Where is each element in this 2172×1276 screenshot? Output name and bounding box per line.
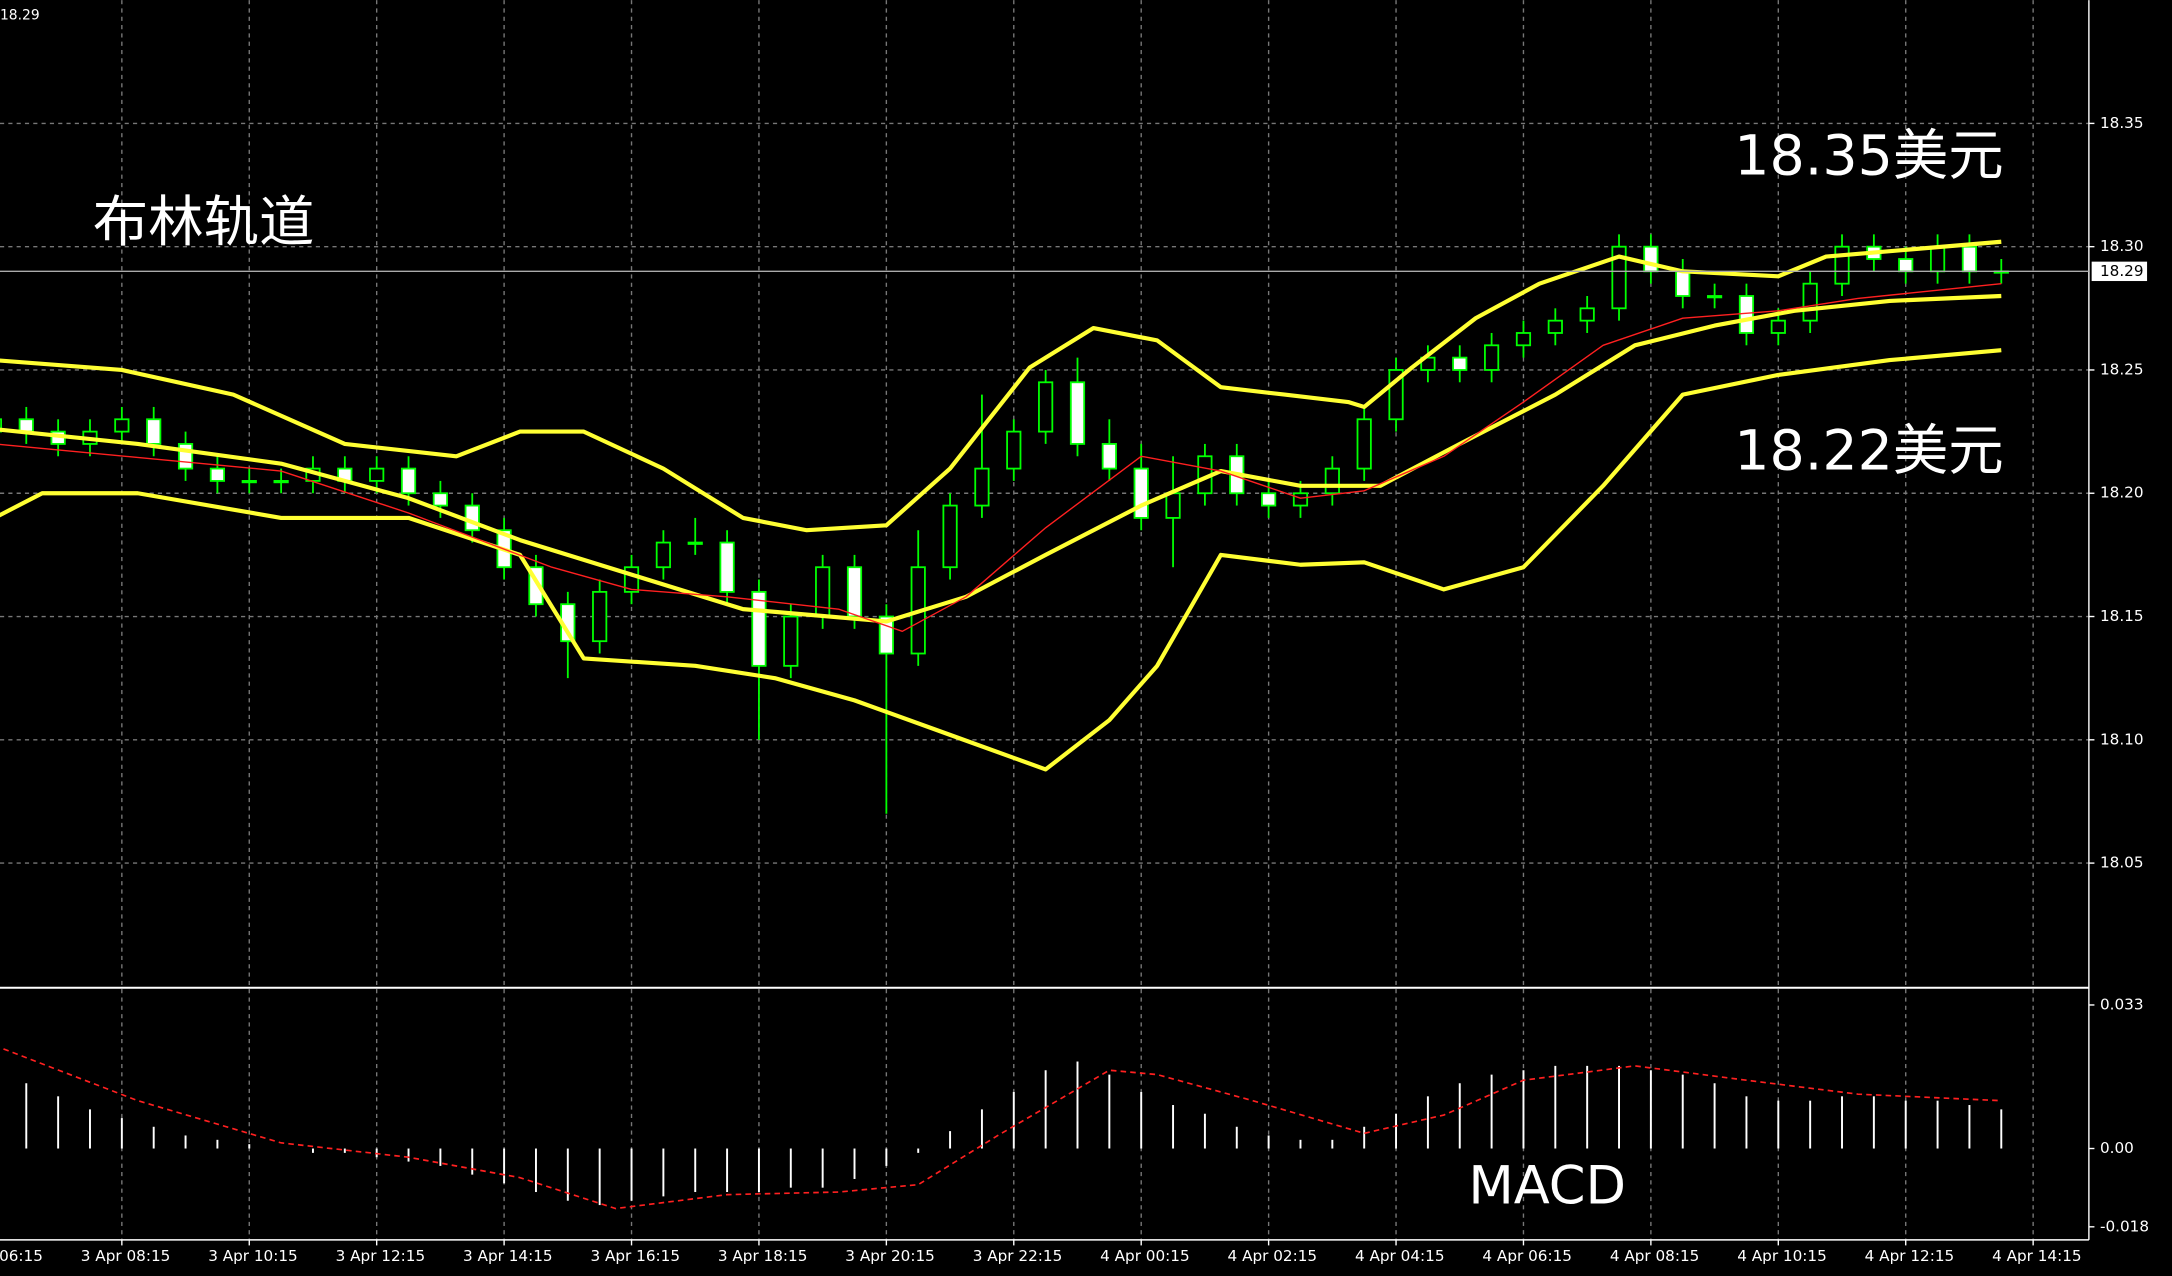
candle-body (1929, 245, 1946, 273)
candle-body (1834, 245, 1850, 285)
candle-body (1547, 319, 1563, 334)
y-tick-label: 0.00 (2100, 1139, 2134, 1157)
candle-body (592, 590, 608, 643)
x-tick-label: 4 Apr 06:15 (1482, 1247, 1572, 1265)
candle-body (1165, 492, 1181, 519)
candle-body (1101, 443, 1117, 470)
candle-body (177, 443, 194, 470)
y-tick-label: 0.033 (2100, 995, 2144, 1013)
x-tick-label: 4 Apr 04:15 (1355, 1247, 1445, 1265)
x-tick-label: 4 Apr 10:15 (1737, 1247, 1827, 1265)
y-tick-label: 18.15 (2100, 607, 2144, 625)
y-tick-label: 18.10 (2100, 730, 2144, 748)
x-tick-label: 3 Apr 20:15 (845, 1247, 935, 1265)
candle-body (0, 418, 3, 433)
candle-body (687, 541, 703, 545)
candle-body (1898, 258, 1914, 273)
candle-body (114, 418, 130, 433)
y-tick-label: 18.30 (2100, 237, 2144, 255)
candle-body (146, 418, 162, 445)
y-tick-label: 18.05 (2100, 854, 2144, 872)
y-tick-label: 18.35 (2100, 114, 2144, 132)
y-tick-label: 18.25 (2100, 360, 2144, 378)
x-tick-label: 3 Apr 22:15 (973, 1247, 1063, 1265)
indicator-line (0, 239, 2002, 533)
y-tick-label: 18.20 (2100, 484, 2144, 502)
x-tick-label: 3 Apr 12:15 (336, 1247, 426, 1265)
candle-body (1675, 270, 1691, 297)
candle-body (1802, 282, 1818, 322)
candle-body (1770, 319, 1786, 334)
candle-body (974, 467, 990, 507)
candle-body (1006, 430, 1022, 470)
signal-line (0, 1046, 2002, 1210)
candle-body (1643, 245, 1659, 273)
candle-body (369, 467, 385, 482)
candle-body (846, 566, 863, 618)
candle-body (878, 615, 894, 655)
candle-body (815, 566, 831, 618)
x-tick-label: 4 Apr 02:15 (1228, 1247, 1318, 1265)
last-price-corner: 18.29 (0, 7, 40, 23)
x-tick-label: 3 Apr 18:15 (718, 1247, 808, 1265)
candle-body (783, 615, 799, 667)
candle-body (942, 504, 958, 569)
candle-body (1452, 356, 1468, 371)
x-tick-label: 3 Apr 10:15 (208, 1247, 298, 1265)
candle-body (464, 504, 480, 532)
candle-body (1611, 245, 1627, 310)
y-tick-label: -0.018 (2100, 1217, 2149, 1235)
annotation: 18.35美元 (1734, 125, 2003, 189)
candle-body (1292, 492, 1309, 507)
candle-body (400, 467, 417, 495)
candle-body (1579, 307, 1595, 322)
candle-body (655, 541, 671, 569)
candle-body (273, 480, 289, 484)
x-tick-label: 3 Apr 16:15 (590, 1247, 680, 1265)
x-tick-label: 4 Apr 14:15 (1992, 1247, 2082, 1265)
candle-body (1356, 418, 1372, 470)
x-tick-label: 3 Apr 08:15 (81, 1247, 171, 1265)
candle-body (719, 541, 735, 593)
candle-body (432, 492, 448, 507)
last-price-label: 18.29 (2100, 262, 2144, 280)
candle-body (1038, 381, 1054, 433)
indicator-line (0, 282, 2002, 633)
annotation: 18.22美元 (1734, 420, 2003, 484)
macd-title: MACD (1468, 1155, 1626, 1216)
x-tick-label: 3 Apr 14:15 (463, 1247, 553, 1265)
candle-body (209, 467, 225, 482)
candle-body (1324, 467, 1340, 495)
candle-body (18, 418, 34, 433)
x-tick-label: 4 Apr 00:15 (1100, 1247, 1190, 1265)
last-price-box (2091, 261, 2148, 282)
candle-body (1484, 344, 1500, 371)
candle-body (1738, 295, 1755, 334)
candle-body (751, 590, 767, 667)
candle-body (241, 480, 257, 484)
x-tick-label: 4 Apr 12:15 (1865, 1247, 1955, 1265)
indicator-line (0, 348, 2002, 772)
x-tick-label: 06:15 (0, 1247, 43, 1265)
indicator-line (0, 293, 2002, 624)
candle-body (1515, 332, 1532, 347)
candle-body (1133, 467, 1149, 519)
candle-body (1261, 492, 1277, 507)
candle-body (1707, 295, 1723, 299)
candle-body (1069, 381, 1086, 445)
x-tick-label: 4 Apr 08:15 (1610, 1247, 1700, 1265)
chart-title: 布林轨道 (93, 191, 315, 255)
candle-body (1961, 245, 1978, 273)
